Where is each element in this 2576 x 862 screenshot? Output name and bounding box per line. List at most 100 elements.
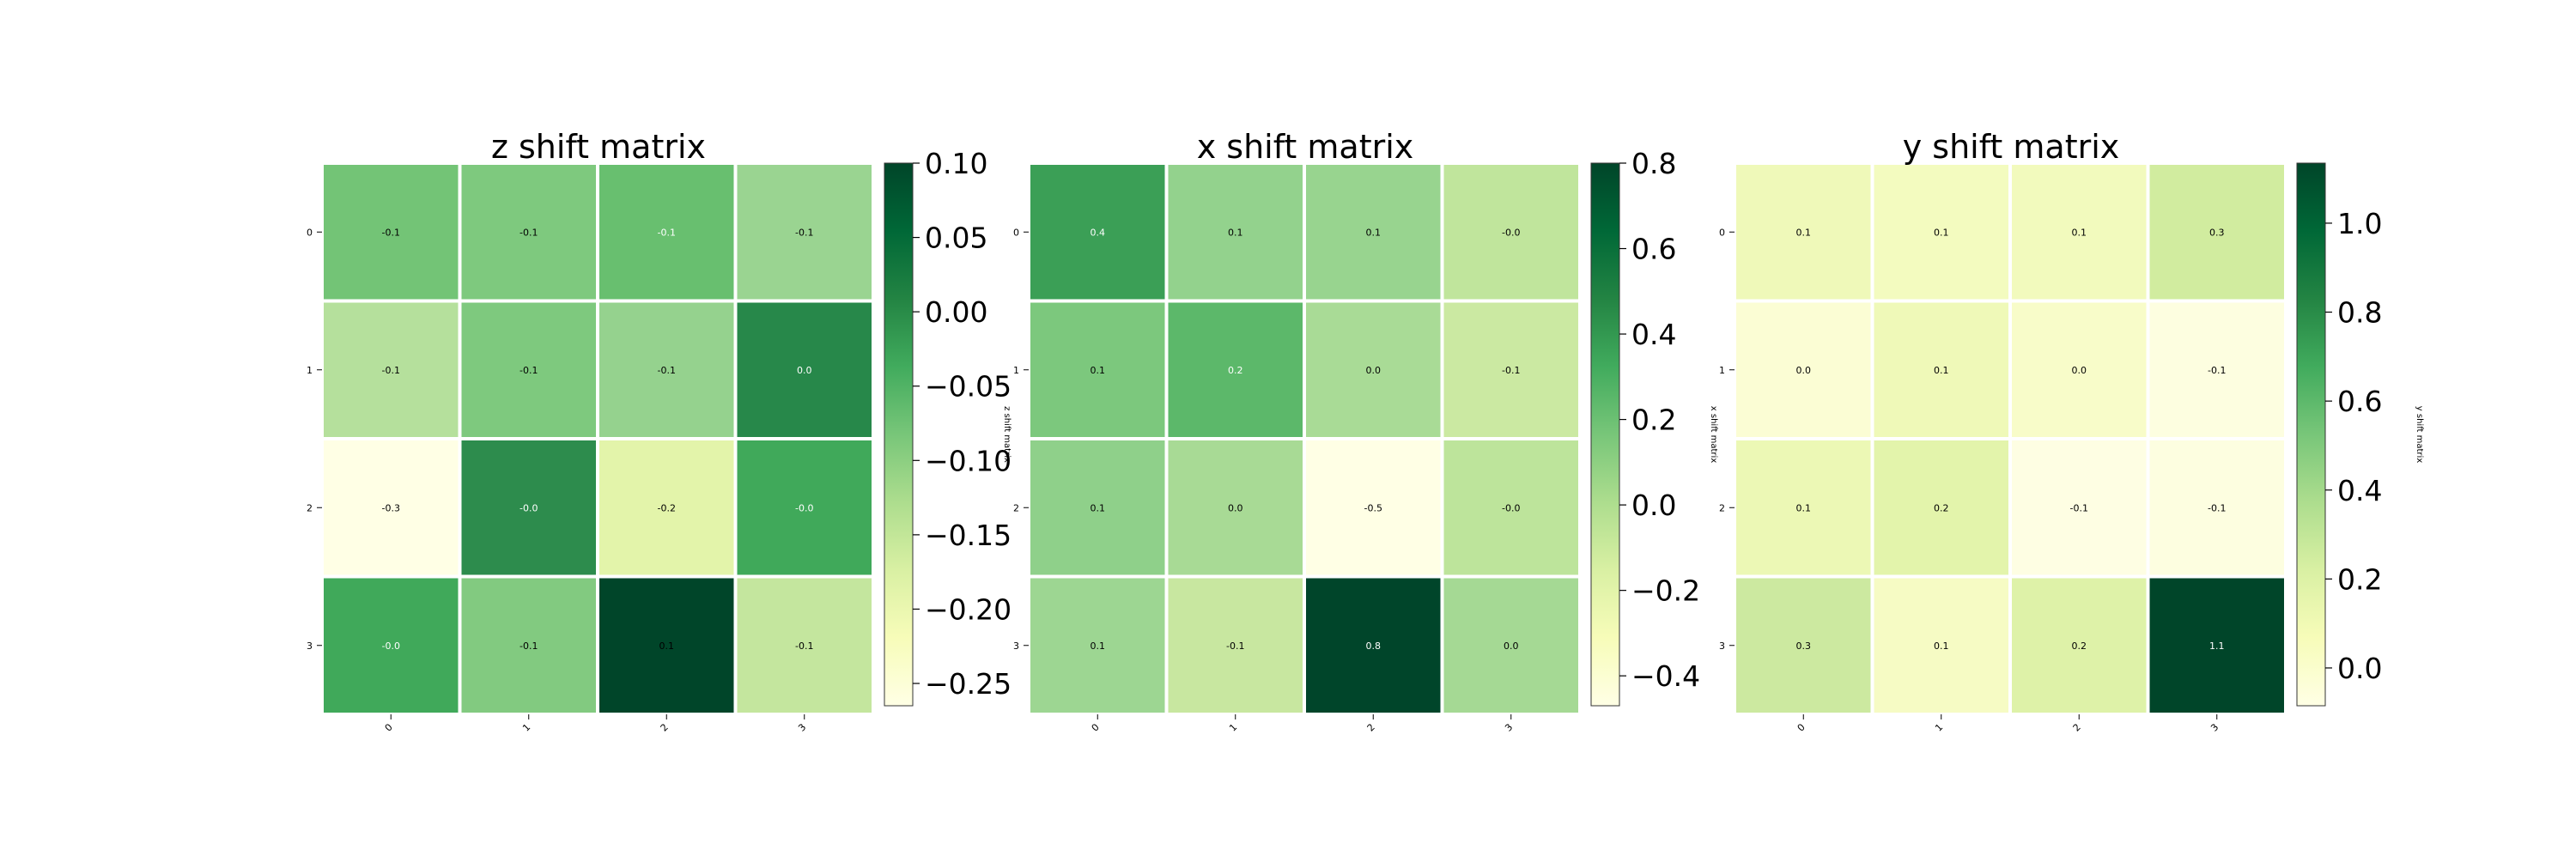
cell-value-label: 0.0 bbox=[1228, 502, 1243, 513]
heatmap-cell bbox=[737, 578, 872, 713]
heatmap-cell bbox=[2012, 165, 2147, 300]
x-tick-label: 2 bbox=[659, 721, 671, 733]
x-tick-label: 2 bbox=[1365, 721, 1377, 733]
cell-value-label: -0.1 bbox=[519, 227, 538, 238]
cell-value-label: 0.1 bbox=[1934, 227, 1949, 238]
colorbar-tick-label: 0.10 bbox=[925, 147, 987, 180]
heatmap-cell bbox=[2012, 302, 2147, 437]
cell-value-label: 0.0 bbox=[2072, 365, 2087, 376]
heatmap-panel-2: y shift matrix 0.1 0.1 0.1 0.3 0.0 0.1 0.0 -0.1 0… bbox=[1719, 128, 2424, 734]
heatmap-cell bbox=[2149, 165, 2284, 300]
x-tick-label: 1 bbox=[1933, 721, 1945, 733]
heatmap-cell bbox=[461, 165, 596, 300]
colorbar-tick-label: 1.0 bbox=[2337, 207, 2382, 240]
heatmap-cell bbox=[2012, 578, 2147, 713]
cell-value-label: -0.1 bbox=[519, 640, 538, 652]
heatmap-cell bbox=[324, 440, 459, 575]
heatmap-cell bbox=[1030, 165, 1165, 300]
colorbar-tick-label: −0.20 bbox=[925, 592, 1012, 626]
colorbar-tick-label: 0.2 bbox=[2337, 562, 2382, 596]
colorbar-tick-label: −0.05 bbox=[925, 370, 1012, 404]
heatmap-cell bbox=[1874, 165, 2008, 300]
cell-value-label: 0.8 bbox=[1366, 640, 1382, 652]
colorbar bbox=[884, 162, 914, 707]
cell-value-label: -0.1 bbox=[1502, 365, 1520, 376]
heatmap-cell bbox=[2012, 440, 2147, 575]
colorbar-tick-label: −0.15 bbox=[925, 519, 1012, 552]
heatmap-cell bbox=[1168, 440, 1303, 575]
heatmap-cell bbox=[1736, 165, 1871, 300]
heatmap-cell bbox=[1443, 165, 1578, 300]
cell-value-label: 0.0 bbox=[1366, 365, 1382, 376]
cell-value-label: 0.1 bbox=[2072, 227, 2087, 238]
heatmap-panel-0: z shift matrix -0.1 -0.1 -0.1 -0.1 -0.1 -0.1 -0… bbox=[307, 128, 1012, 734]
cell-value-label: -0.1 bbox=[382, 365, 400, 376]
heatmap-cell bbox=[1736, 440, 1871, 575]
cell-value-label: -0.1 bbox=[519, 365, 538, 376]
cell-value-label: -0.0 bbox=[1502, 502, 1520, 513]
y-tick-label: 1 bbox=[1013, 365, 1019, 376]
colorbar-tick-label: 0.0 bbox=[2337, 652, 2382, 685]
colorbar-tick-label: 0.2 bbox=[1631, 404, 1676, 437]
x-tick-label: 3 bbox=[796, 721, 808, 733]
cell-value-label: -0.0 bbox=[1502, 227, 1520, 238]
cell-value-label: -0.0 bbox=[519, 502, 538, 513]
heatmap-cell bbox=[1443, 440, 1578, 575]
cell-value-label: 0.3 bbox=[2209, 227, 2225, 238]
cell-value-label: -0.2 bbox=[658, 502, 676, 513]
y-tick-label: 2 bbox=[1013, 502, 1019, 513]
cell-value-label: 0.3 bbox=[1796, 640, 1812, 652]
cell-value-label: -0.0 bbox=[795, 502, 813, 513]
colorbar-label: z shift matrix bbox=[1002, 406, 1012, 463]
heatmap-cell bbox=[599, 165, 734, 300]
x-tick-label: 3 bbox=[1503, 721, 1515, 733]
cell-value-label: 0.0 bbox=[1504, 640, 1519, 652]
colorbar bbox=[1590, 162, 1620, 707]
heatmap-cell bbox=[1874, 578, 2008, 713]
heatmap-cell bbox=[461, 302, 596, 437]
y-tick-label: 1 bbox=[307, 365, 313, 376]
cell-value-label: 0.2 bbox=[1934, 502, 1949, 513]
heatmap-cell bbox=[1443, 302, 1578, 437]
x-tick-label: 1 bbox=[1227, 721, 1239, 733]
colorbar-tick-label: 0.0 bbox=[1631, 489, 1676, 522]
y-tick-label: 2 bbox=[307, 502, 313, 513]
heatmap-cell bbox=[737, 165, 872, 300]
heatmap-cell bbox=[1306, 302, 1441, 437]
y-tick-label: 3 bbox=[307, 640, 313, 652]
colorbar-tick-label: 0.00 bbox=[925, 295, 987, 329]
heatmap-cell bbox=[1168, 302, 1303, 437]
cell-value-label: -0.1 bbox=[2208, 502, 2226, 513]
cell-value-label: 0.1 bbox=[1091, 640, 1106, 652]
heatmap-cell bbox=[1306, 578, 1441, 713]
heatmap-cell bbox=[1030, 578, 1165, 713]
heatmap-cell bbox=[461, 440, 596, 575]
colorbar-tick-label: −0.4 bbox=[1631, 659, 1700, 693]
cell-value-label: -0.1 bbox=[658, 365, 676, 376]
y-tick-label: 2 bbox=[1719, 502, 1725, 513]
heatmap-cell bbox=[599, 578, 734, 713]
heatmap-cell bbox=[2149, 302, 2284, 437]
heatmap-cell bbox=[737, 302, 872, 437]
colorbar-label: x shift matrix bbox=[1709, 406, 1718, 464]
heatmap-cell bbox=[1736, 578, 1871, 713]
cell-value-label: 0.4 bbox=[1091, 227, 1106, 238]
cell-value-label: -0.0 bbox=[382, 640, 400, 652]
heatmap-cell bbox=[599, 302, 734, 437]
cell-value-label: 0.0 bbox=[797, 365, 812, 376]
heatmap-cell bbox=[599, 440, 734, 575]
x-tick-label: 2 bbox=[2071, 721, 2083, 733]
colorbar-tick-label: 0.8 bbox=[2337, 296, 2382, 330]
cell-value-label: 0.1 bbox=[1796, 227, 1812, 238]
cell-value-label: 0.1 bbox=[1934, 640, 1949, 652]
cell-value-label: -0.1 bbox=[1226, 640, 1244, 652]
x-tick-label: 0 bbox=[1090, 721, 1102, 733]
cell-value-label: -0.3 bbox=[382, 502, 400, 513]
heatmap-cell bbox=[1030, 302, 1165, 437]
x-tick-label: 3 bbox=[2208, 721, 2221, 733]
cell-value-label: 0.1 bbox=[1228, 227, 1243, 238]
chart-title: x shift matrix bbox=[1197, 128, 1414, 166]
heatmap-cell bbox=[2149, 578, 2284, 713]
